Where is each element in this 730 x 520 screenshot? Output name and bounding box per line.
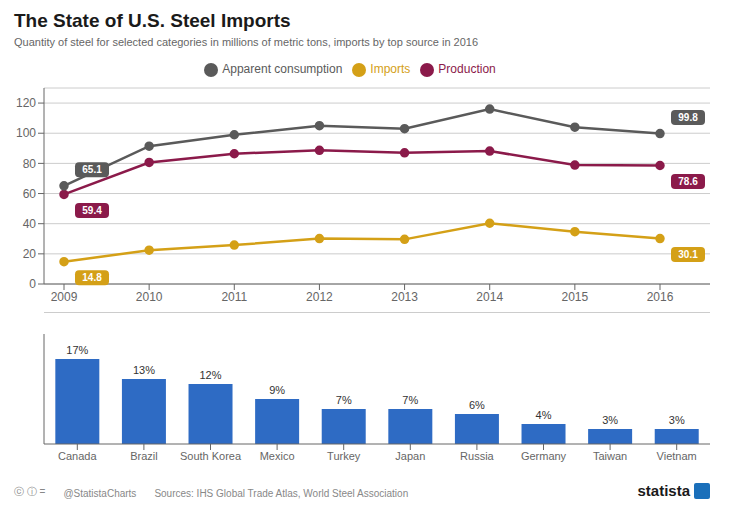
svg-text:2015: 2015	[562, 290, 589, 304]
svg-text:2016: 2016	[647, 290, 674, 304]
html-text:Imports: Imports	[370, 62, 411, 76]
svg-text:6%: 6%	[469, 399, 485, 411]
svg-text:2009: 2009	[51, 290, 78, 304]
svg-text:120: 120	[16, 96, 36, 110]
html-text:Production: Production	[438, 62, 496, 76]
svg-text:2011: 2011	[221, 290, 247, 304]
svg-text:Turkey: Turkey	[327, 450, 361, 462]
svg-text:14.8: 14.8	[82, 272, 102, 283]
html-text:@StatistaCharts: @StatistaCharts	[63, 488, 137, 499]
svg-text:South Korea: South Korea	[180, 450, 242, 462]
svg-text:Japan: Japan	[395, 450, 425, 462]
svg-text:Canada: Canada	[58, 450, 97, 462]
svg-text:65.1: 65.1	[82, 164, 102, 175]
svg-text:7%: 7%	[336, 394, 352, 406]
svg-text:30.1: 30.1	[678, 249, 698, 260]
svg-text:Taiwan: Taiwan	[593, 450, 627, 462]
svg-text:3%: 3%	[602, 414, 618, 426]
svg-text:59.4: 59.4	[82, 205, 102, 216]
svg-text:Vietnam: Vietnam	[657, 450, 697, 462]
svg-text:Brazil: Brazil	[130, 450, 158, 462]
svg-text:2013: 2013	[391, 290, 418, 304]
svg-text:0: 0	[29, 277, 36, 291]
svg-text:17%: 17%	[66, 344, 88, 356]
svg-text:13%: 13%	[133, 364, 155, 376]
svg-text:100: 100	[16, 126, 36, 140]
svg-text:Russia: Russia	[460, 450, 495, 462]
svg-text:4%: 4%	[536, 409, 552, 421]
html-text:The State of U.S. Steel Import: The State of U.S. Steel Imports	[14, 10, 291, 31]
svg-text:2012: 2012	[306, 290, 333, 304]
svg-text:7%: 7%	[402, 394, 418, 406]
html-text:Sources: IHS Global Trade Atla: Sources: IHS Global Trade Atlas, World S…	[154, 488, 409, 499]
svg-text:Germany: Germany	[521, 450, 567, 462]
svg-text:60: 60	[23, 187, 37, 201]
svg-text:78.6: 78.6	[678, 176, 698, 187]
html-text:Apparent consumption: Apparent consumption	[222, 62, 343, 76]
svg-text:9%: 9%	[269, 384, 285, 396]
svg-text:2010: 2010	[136, 290, 163, 304]
svg-text:80: 80	[23, 157, 37, 171]
html-text:Quantity of steel for selected: Quantity of steel for selected categorie…	[14, 36, 479, 48]
svg-text:2014: 2014	[476, 290, 503, 304]
svg-text:40: 40	[23, 217, 37, 231]
svg-text:Mexico: Mexico	[260, 450, 295, 462]
svg-text:12%: 12%	[200, 369, 222, 381]
svg-text:20: 20	[23, 247, 37, 261]
html-text:statista: statista	[637, 482, 690, 499]
svg-text:3%: 3%	[669, 414, 685, 426]
svg-text:99.8: 99.8	[678, 112, 698, 123]
